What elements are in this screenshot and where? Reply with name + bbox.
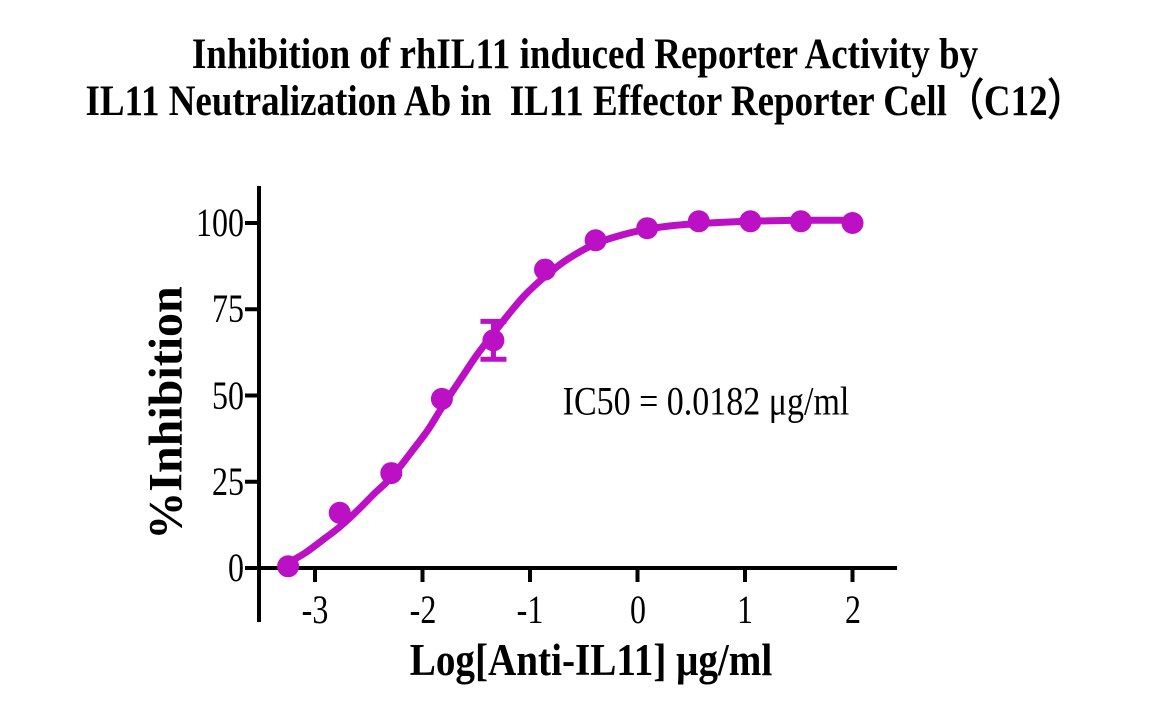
data-point-marker (430, 387, 453, 410)
x-axis-title: Log[Anti-IL11] μg/ml (409, 635, 773, 685)
data-point-marker (534, 258, 556, 281)
data-point-marker (841, 212, 864, 234)
chart-title: Inhibition of rhIL11 induced Reporter Ac… (0, 31, 1170, 125)
x-tick-label: -3 (301, 587, 329, 632)
y-tick-label: 0 (228, 545, 244, 590)
y-tick-label: 100 (196, 200, 244, 245)
data-point-marker (380, 462, 403, 485)
chart-title-line1: Inhibition of rhIL11 induced Reporter Ac… (191, 31, 979, 78)
x-tick-label: 0 (629, 587, 646, 632)
y-tick-label: 50 (212, 372, 244, 418)
x-tick-label: -2 (409, 587, 436, 632)
x-tick-label: 2 (844, 587, 861, 632)
data-point-marker (277, 555, 300, 578)
data-point-marker (584, 229, 607, 252)
ic50-annotation: IC50 = 0.0182 μg/ml (562, 378, 850, 424)
x-tick-label: 1 (737, 587, 753, 632)
y-tick-label: 75 (212, 286, 244, 332)
data-point-marker (687, 210, 710, 233)
x-tick-label: -1 (516, 587, 544, 632)
data-point-marker (789, 210, 812, 233)
data-point-marker (482, 329, 505, 352)
data-point-marker (636, 217, 659, 240)
y-axis-title: %Inhibition (139, 286, 193, 540)
data-point-marker (739, 210, 762, 233)
y-tick-label: 25 (212, 458, 244, 504)
chart-title-line2: IL11 Neutralization Ab in IL11 Effector … (85, 78, 1085, 125)
data-point-marker (328, 501, 351, 524)
